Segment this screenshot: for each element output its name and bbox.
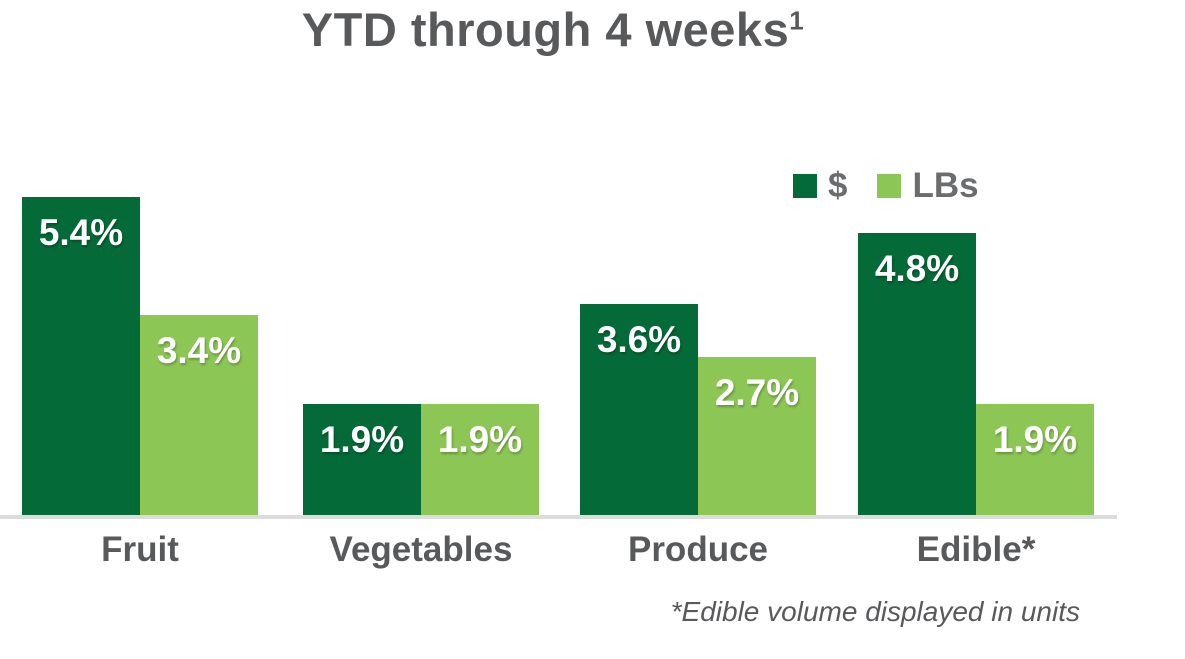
bar-value-label: 2.7% [714,372,800,413]
bar-value-label: 1.9% [437,419,523,460]
bar-lbs: 2.7% [698,357,816,516]
chart-title-superscript: 1 [789,5,805,36]
bar-dollars: 3.6% [580,304,698,516]
legend-swatch-dollars-icon [793,174,817,198]
x-axis-category-label: Produce [627,530,769,569]
bar-value-label: 5.4% [38,212,124,253]
x-axis-category-label: Vegetables [329,530,513,569]
bar-dollars: 4.8% [858,233,976,516]
bar-lbs: 1.9% [421,404,539,516]
bar-value-label: 3.4% [156,330,242,371]
legend-label-dollars: $ [828,166,848,205]
legend-label-lbs: LBs [912,166,979,205]
bar-value-label: 1.9% [319,419,405,460]
legend-swatch-lbs-icon [877,174,902,198]
chart-title: YTD through 4 weeks1 [0,2,1106,57]
bar-value-label: 3.6% [596,319,682,360]
legend-item-lbs: LBs [877,166,979,206]
bar-dollars: 1.9% [303,404,421,516]
chart-title-text: YTD through 4 weeks [301,3,790,56]
x-axis-category-label: Edible* [916,530,1036,569]
x-axis-category-label: Fruit [101,530,179,569]
bar-lbs: 3.4% [140,315,258,516]
footnote: *Edible volume displayed in units [670,596,1080,627]
chart-legend: $ LBs [793,166,979,206]
bar-value-label: 4.8% [874,248,960,289]
bar-lbs: 1.9% [976,404,1094,516]
x-axis-line [0,515,1117,519]
legend-item-dollars: $ [793,166,847,206]
bar-dollars: 5.4% [22,197,140,516]
bar-value-label: 1.9% [992,419,1078,460]
